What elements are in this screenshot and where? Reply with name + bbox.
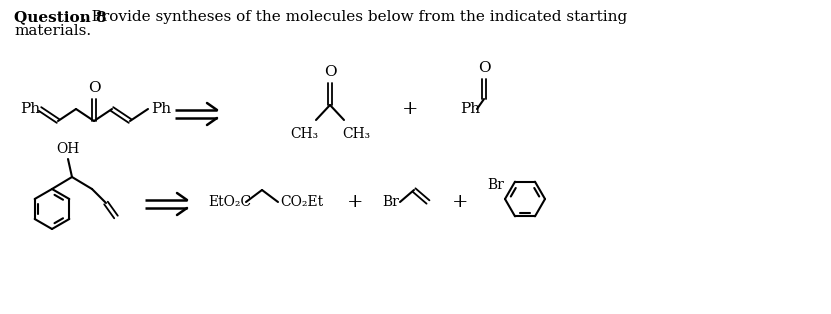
Text: +: + bbox=[452, 193, 468, 211]
Text: Br: Br bbox=[382, 195, 399, 209]
Text: materials.: materials. bbox=[14, 24, 91, 38]
Text: Ph: Ph bbox=[460, 102, 480, 116]
Text: OH: OH bbox=[57, 142, 80, 156]
Text: . Provide syntheses of the molecules below from the indicated starting: . Provide syntheses of the molecules bel… bbox=[82, 10, 627, 24]
Text: O: O bbox=[88, 81, 101, 95]
Text: +: + bbox=[347, 193, 363, 211]
Text: +: + bbox=[401, 100, 418, 118]
Text: Ph: Ph bbox=[20, 102, 40, 116]
Text: O: O bbox=[478, 61, 490, 75]
Text: EtO₂C: EtO₂C bbox=[208, 195, 251, 209]
Text: Ph: Ph bbox=[151, 102, 171, 116]
Text: Br: Br bbox=[487, 178, 504, 192]
Text: CO₂Et: CO₂Et bbox=[280, 195, 323, 209]
Text: CH₃: CH₃ bbox=[290, 127, 318, 141]
Text: Question 8: Question 8 bbox=[14, 10, 106, 24]
Text: CH₃: CH₃ bbox=[342, 127, 370, 141]
Text: O: O bbox=[324, 65, 337, 79]
